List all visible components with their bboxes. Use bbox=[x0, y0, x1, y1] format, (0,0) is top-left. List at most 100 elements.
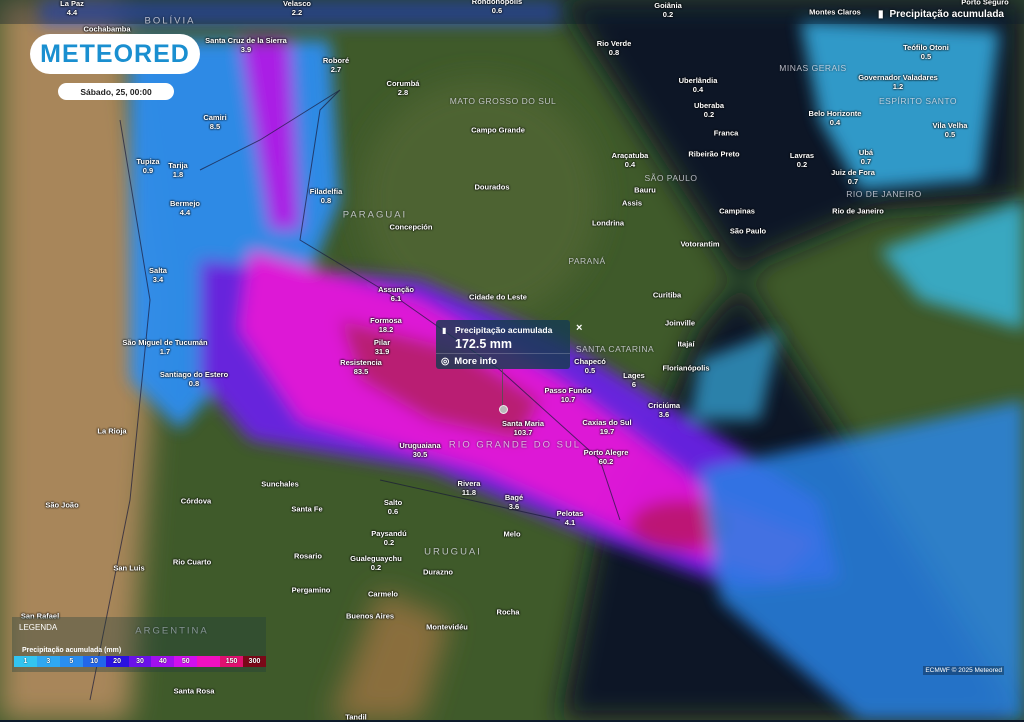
city-label[interactable]: Campo Grande bbox=[471, 126, 525, 135]
city-precip-value: 0.4 bbox=[692, 85, 704, 94]
city-label[interactable]: Montes Claros bbox=[809, 8, 861, 17]
city-label[interactable]: Assis bbox=[622, 199, 642, 208]
city-label[interactable]: Araçatuba 0.4 bbox=[612, 151, 649, 169]
city-label[interactable]: Bauru bbox=[634, 186, 656, 195]
city-label[interactable]: Bagé 3.6 bbox=[505, 493, 523, 511]
city-label[interactable]: Curitiba bbox=[653, 291, 681, 300]
city-label[interactable]: Campinas bbox=[719, 207, 755, 216]
city-label[interactable]: La Rioja bbox=[97, 427, 126, 436]
city-label[interactable]: Santa Fe bbox=[291, 505, 322, 514]
city-label[interactable]: Lages 6 bbox=[623, 371, 645, 389]
city-precip-value: 60.2 bbox=[598, 457, 614, 466]
city-label[interactable]: Tarija 1.8 bbox=[168, 161, 187, 179]
legend-stop: 20 bbox=[105, 656, 129, 667]
city-label[interactable]: Resistencia 83.5 bbox=[340, 358, 382, 376]
city-label[interactable]: Rivera 11.8 bbox=[458, 479, 481, 497]
city-label[interactable]: Pilar 31.9 bbox=[374, 338, 390, 356]
city-label[interactable]: Rio Verde 0.8 bbox=[597, 39, 632, 57]
city-label[interactable]: Criciúma 3.6 bbox=[648, 401, 680, 419]
city-label[interactable]: Uberaba 0.2 bbox=[694, 101, 724, 119]
city-label[interactable]: Ubá 0.7 bbox=[859, 148, 873, 166]
layer-selector[interactable]: ▮ Precipitação acumulada bbox=[878, 9, 1004, 20]
city-label[interactable]: Dourados bbox=[474, 183, 509, 192]
city-label[interactable]: Filadelfia 0.8 bbox=[310, 187, 343, 205]
city-label[interactable]: São Paulo bbox=[730, 227, 766, 236]
city-label[interactable]: Governador Valadares 1.2 bbox=[858, 73, 938, 91]
city-label[interactable]: Sunchales bbox=[261, 480, 299, 489]
meteored-logo[interactable]: METEORED bbox=[30, 34, 200, 74]
city-label[interactable]: Votorantim bbox=[680, 240, 719, 249]
city-label[interactable]: Londrina bbox=[592, 219, 624, 228]
city-name: São Paulo bbox=[729, 226, 767, 236]
city-label[interactable]: Porto Alegre 60.2 bbox=[584, 448, 629, 466]
city-label[interactable]: Formosa 18.2 bbox=[370, 316, 402, 334]
city-label[interactable]: Tandil bbox=[345, 713, 367, 722]
city-label[interactable]: Caxias do Sul 19.7 bbox=[582, 418, 631, 436]
city-label[interactable]: Belo Horizonte 0.4 bbox=[809, 109, 862, 127]
city-label[interactable]: Santa Maria 103.7 bbox=[502, 419, 544, 437]
city-label[interactable]: Goiânia 0.2 bbox=[654, 1, 682, 19]
city-label[interactable]: San Rafael bbox=[21, 612, 59, 621]
city-label[interactable]: Vila Velha 0.5 bbox=[933, 121, 968, 139]
city-label[interactable]: San Luis bbox=[113, 564, 144, 573]
city-label[interactable]: Roboré 2.7 bbox=[323, 56, 349, 74]
city-label[interactable]: Salta 3.4 bbox=[149, 266, 167, 284]
city-label[interactable]: Durazno bbox=[423, 568, 453, 577]
city-label[interactable]: Rocha bbox=[497, 608, 520, 617]
city-label[interactable]: Cochabamba bbox=[83, 25, 130, 34]
city-label[interactable]: Cidade do Leste bbox=[469, 293, 527, 302]
city-label[interactable]: Uberlândia 0.4 bbox=[679, 76, 718, 94]
city-precip-value: 3.4 bbox=[152, 275, 164, 284]
map-location-pin[interactable] bbox=[499, 405, 508, 414]
city-label[interactable]: Gualeguaychu 0.2 bbox=[350, 554, 402, 572]
city-label[interactable]: Lavras 0.2 bbox=[790, 151, 814, 169]
city-label[interactable]: Rosario bbox=[294, 552, 322, 561]
city-label[interactable]: Camiri 8.5 bbox=[203, 113, 226, 131]
city-label[interactable]: Teófilo Otoni 0.5 bbox=[903, 43, 949, 61]
city-label[interactable]: Rio Cuarto bbox=[173, 558, 211, 567]
close-popup-button[interactable]: × bbox=[576, 322, 583, 334]
city-label[interactable]: Buenos Aires bbox=[346, 612, 394, 621]
city-precip-value: 1.2 bbox=[892, 82, 904, 91]
city-label[interactable]: Uruguaiana 30.5 bbox=[399, 441, 440, 459]
city-label[interactable]: Rio de Janeiro bbox=[832, 207, 884, 216]
city-label[interactable]: Pergamino bbox=[292, 586, 331, 595]
city-label[interactable]: Montevidéu bbox=[426, 623, 468, 632]
city-label[interactable]: Chapecó 0.5 bbox=[574, 357, 606, 375]
city-precip-value: 2.2 bbox=[291, 8, 303, 17]
city-label[interactable]: Ribeirão Preto bbox=[688, 150, 739, 159]
forecast-date[interactable]: Sábado, 25, 00:00 bbox=[58, 83, 174, 100]
city-label[interactable]: Bermejo 4.4 bbox=[170, 199, 200, 217]
city-precip-value: 0.5 bbox=[944, 130, 956, 139]
city-label[interactable]: São João bbox=[45, 501, 78, 510]
city-label[interactable]: Salto 0.6 bbox=[384, 498, 402, 516]
city-label[interactable]: Porto Seguro bbox=[961, 0, 1009, 7]
city-label[interactable]: Concepción bbox=[390, 223, 433, 232]
city-label[interactable]: Córdova bbox=[181, 497, 211, 506]
city-label[interactable]: Corumbá 2.8 bbox=[387, 79, 420, 97]
city-label[interactable]: Franca bbox=[714, 129, 739, 138]
city-label[interactable]: Melo bbox=[503, 530, 520, 539]
city-label[interactable]: Velasco 2.2 bbox=[283, 0, 311, 17]
city-label[interactable]: Santa Rosa bbox=[174, 687, 215, 696]
city-label[interactable]: Santa Cruz de la Sierra 3.9 bbox=[205, 36, 287, 54]
city-name: Chapecó bbox=[574, 357, 606, 366]
city-label[interactable]: Pelotas 4.1 bbox=[557, 509, 584, 527]
more-info-button[interactable]: ◎ More info bbox=[441, 356, 497, 367]
city-label[interactable]: Carmelo bbox=[368, 590, 398, 599]
city-label[interactable]: São Miguel de Tucumán 1.7 bbox=[122, 338, 207, 356]
city-label[interactable]: Tupiza 0.9 bbox=[136, 157, 159, 175]
city-label[interactable]: Assunção 6.1 bbox=[378, 285, 414, 303]
city-name: Porto Alegre bbox=[583, 448, 629, 457]
city-name: São João bbox=[45, 500, 79, 510]
city-label[interactable]: Florianópolis bbox=[662, 364, 709, 373]
city-label[interactable]: Santiago do Estero 0.8 bbox=[160, 370, 228, 388]
city-label[interactable]: Joinville bbox=[665, 319, 695, 328]
city-label[interactable]: Itajaí bbox=[677, 340, 694, 349]
city-label[interactable]: Juiz de Fora 0.7 bbox=[831, 168, 875, 186]
city-label[interactable]: La Paz 4.4 bbox=[60, 0, 84, 17]
city-label[interactable]: Rondonópolis 0.6 bbox=[472, 0, 522, 15]
city-label[interactable]: Passo Fundo 10.7 bbox=[544, 386, 591, 404]
city-label[interactable]: Paysandú 0.2 bbox=[371, 529, 406, 547]
